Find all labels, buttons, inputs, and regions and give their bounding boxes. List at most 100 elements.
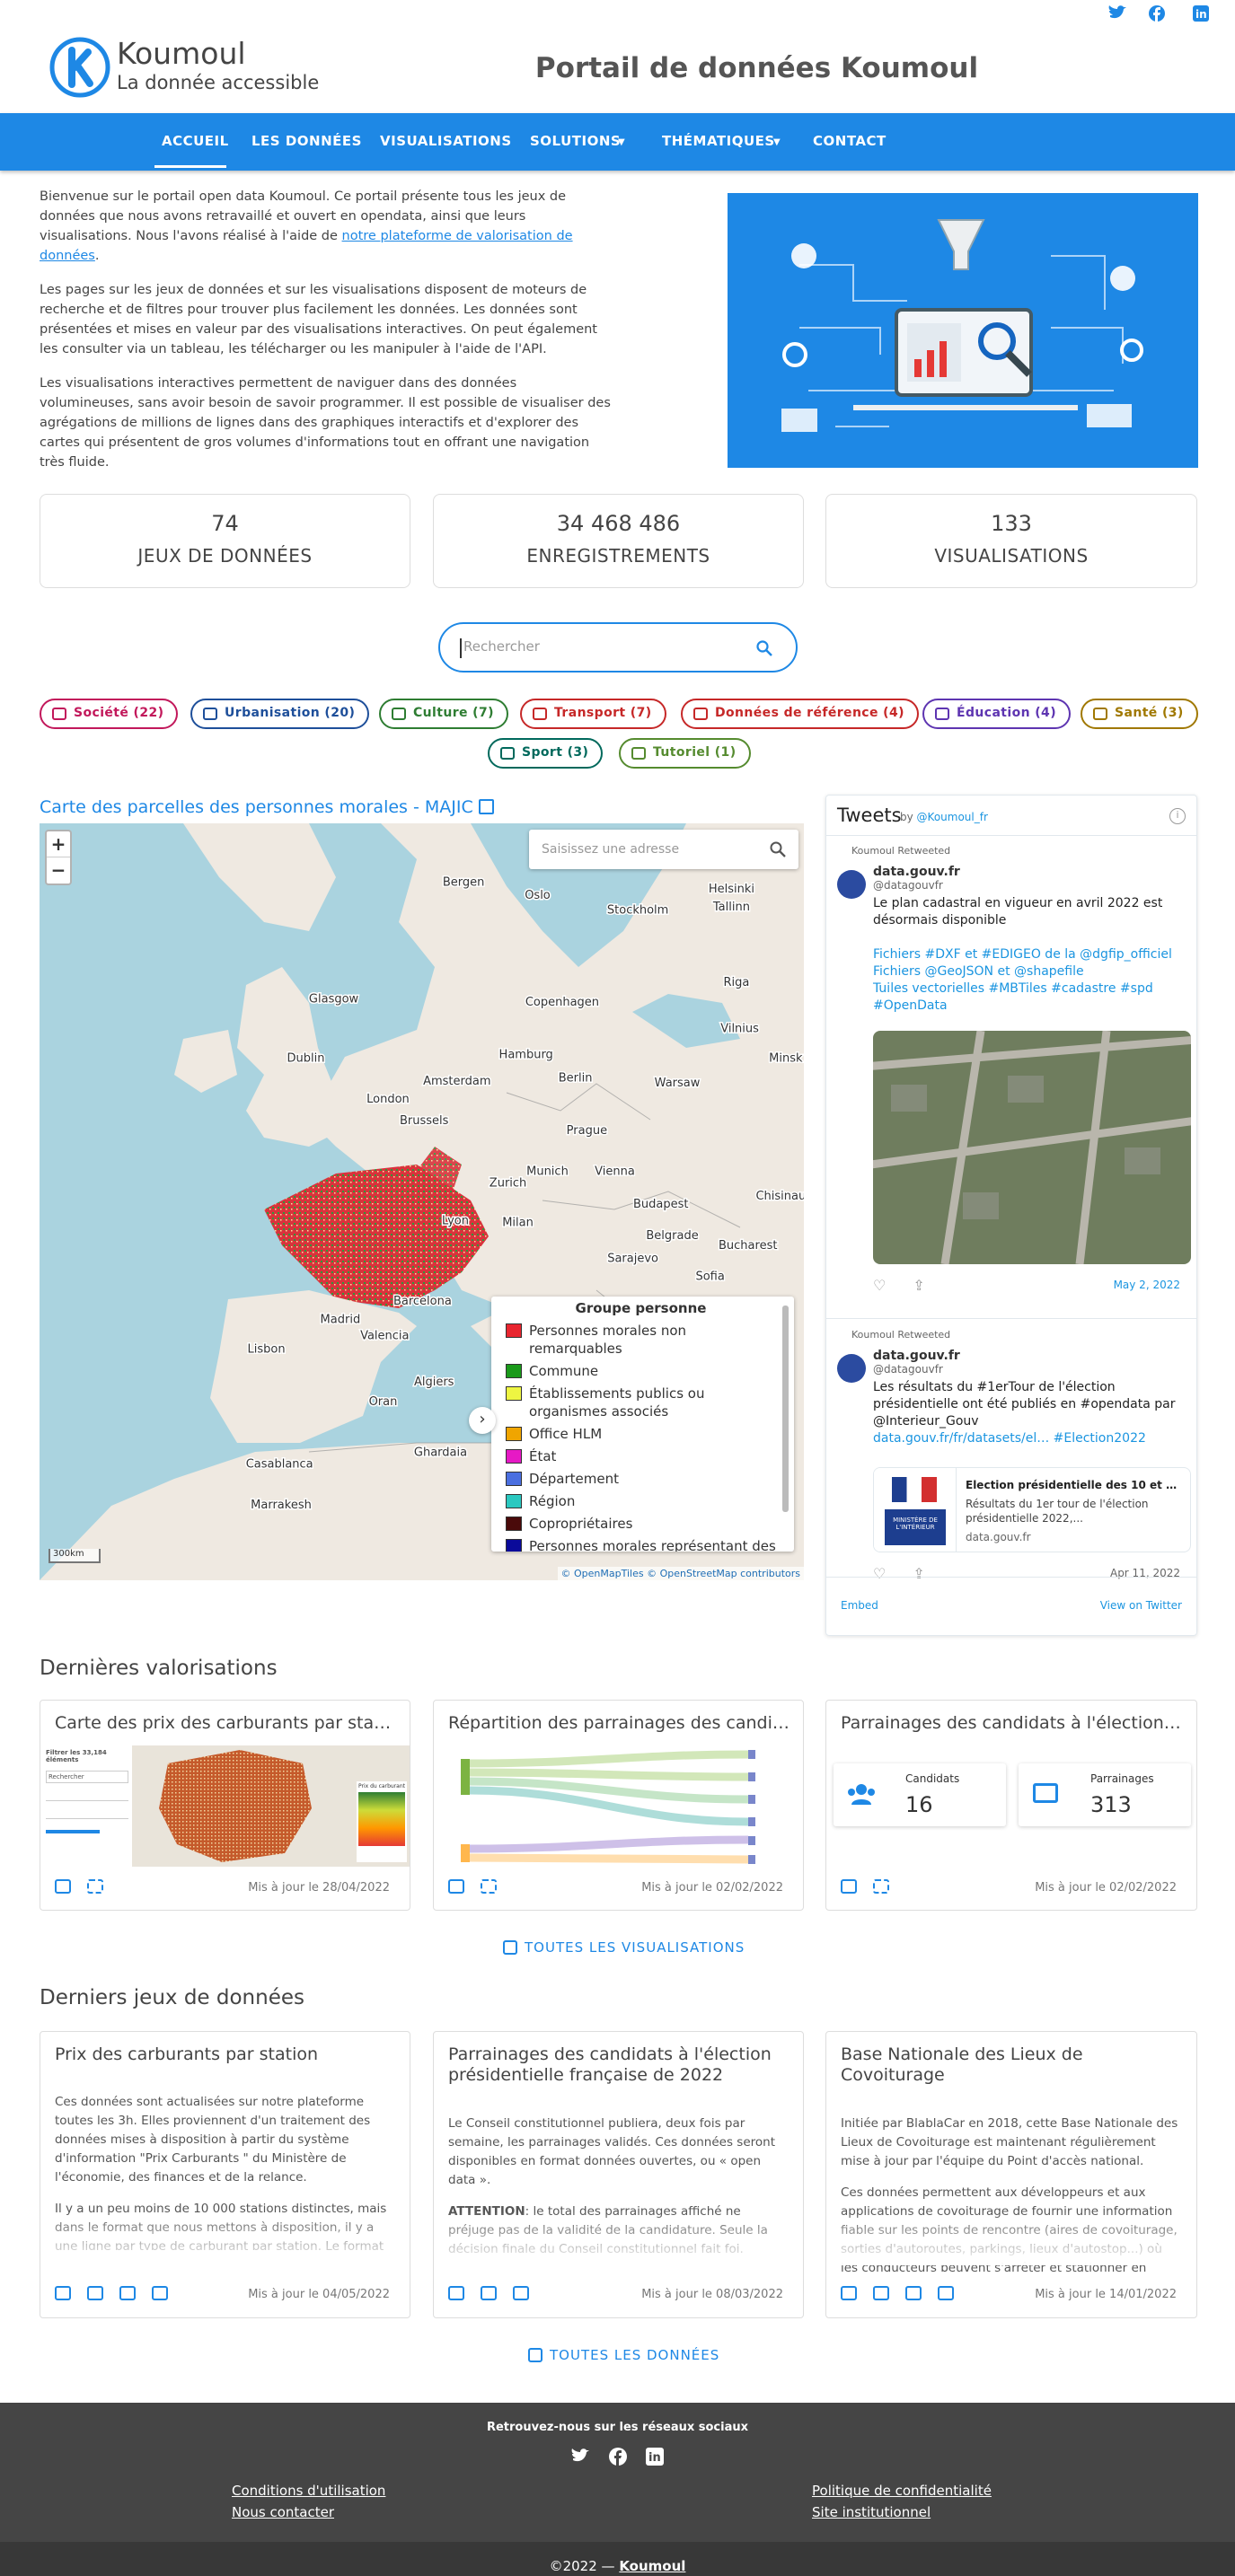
viz-card[interactable]: Répartition des parrainages des candi… M… xyxy=(433,1700,804,1911)
thumb-map xyxy=(159,1750,312,1862)
stat-card[interactable]: 74 JEUX DE DONNÉES xyxy=(40,494,410,588)
address-placeholder: Saisissez une adresse xyxy=(542,842,680,857)
tag-icon xyxy=(693,708,708,720)
nav-item[interactable]: SOLUTIONS xyxy=(530,133,622,149)
social-top: in xyxy=(1108,5,1209,22)
nav-item[interactable]: VISUALISATIONS xyxy=(380,133,512,149)
map-canvas[interactable]: Bergen Oslo Stockholm Helsinki Tallinn Riga Gl… xyxy=(40,823,804,1580)
map-attribution[interactable]: © OpenMapTiles © OpenStreetMap contribut… xyxy=(557,1567,804,1580)
map[interactable]: Bergen Oslo Stockholm Helsinki Tallinn Riga Gl… xyxy=(40,823,804,1580)
city-label: London xyxy=(366,1093,410,1106)
kpi-box: Candidats 16 xyxy=(834,1763,1006,1826)
stat-card[interactable]: 133 VISUALISATIONS xyxy=(825,494,1197,588)
linkedin-icon[interactable] xyxy=(646,2448,664,2466)
viz-card[interactable]: Parrainages des candidats à l'élection… … xyxy=(825,1700,1197,1911)
tw-embed[interactable]: Embed xyxy=(841,1599,878,1612)
tw-retweet: Koumoul Retweeted xyxy=(851,1329,951,1341)
tag[interactable]: Urbanisation (20) xyxy=(190,699,370,729)
tw-like[interactable]: ♡ xyxy=(873,1565,887,1582)
tweet[interactable]: Koumoul Retweeted data.gouv.fr @datagouv… xyxy=(837,845,1196,1295)
nav-item[interactable]: CONTACT xyxy=(813,133,887,149)
tag[interactable]: Culture (7) xyxy=(379,699,508,729)
tweet[interactable]: Koumoul Retweeted data.gouv.fr @datagouv… xyxy=(837,1329,1191,1583)
linkedin-icon[interactable] xyxy=(1193,5,1209,22)
dataset-action-icon[interactable] xyxy=(152,2286,168,2300)
twitter-icon[interactable] xyxy=(1108,5,1126,19)
dataset-action-icon[interactable] xyxy=(873,2286,889,2300)
dataset-action-icon[interactable] xyxy=(87,2286,103,2300)
map-title[interactable]: Carte des parcelles des personnes morale… xyxy=(40,797,494,817)
tag[interactable]: Transport (7) xyxy=(520,699,666,729)
tw-date[interactable]: Apr 11, 2022 xyxy=(1109,1567,1180,1579)
logo-name[interactable]: Koumoul xyxy=(117,36,246,71)
dataset-action-icon[interactable] xyxy=(938,2286,954,2300)
all-visualisations[interactable]: TOUTES LES VISUALISATIONS xyxy=(503,1939,745,1956)
search-placeholder: Rechercher xyxy=(463,638,540,655)
stat-card[interactable]: 34 468 486 ENREGISTREMENTS xyxy=(433,494,804,588)
tw-share[interactable]: ⇪ xyxy=(913,1277,925,1294)
intro-link[interactable]: notre plateforme de valorisation de donn… xyxy=(40,229,573,263)
footer-link[interactable]: Nous contacter xyxy=(232,2504,335,2520)
dataset-action-icon[interactable] xyxy=(905,2286,922,2300)
zoom-in[interactable]: + xyxy=(50,833,66,855)
copyright-brand[interactable]: Koumoul xyxy=(619,2558,686,2574)
footer-link[interactable]: Conditions d'utilisation xyxy=(232,2483,386,2499)
dataset-card[interactable]: Base Nationale des Lieux de Covoiturage I… xyxy=(825,2031,1197,2318)
city-label: Barcelona xyxy=(393,1295,452,1308)
dataset-card[interactable]: Prix des carburants par station Ces donné… xyxy=(40,2031,410,2318)
legend-label: Office HLM xyxy=(529,1426,603,1442)
zoom-out[interactable]: − xyxy=(47,857,70,883)
viz-icon[interactable] xyxy=(448,1879,464,1894)
legend-swatch xyxy=(506,1364,522,1378)
fullscreen-icon[interactable] xyxy=(481,1879,497,1894)
tw-like[interactable]: ♡ xyxy=(873,1277,887,1294)
intro-text: Bienvenue sur le portail open data Koumo… xyxy=(40,189,567,243)
tw-text: Les résultats du #1erTour de l'élection … xyxy=(873,1379,1187,1447)
viz-card[interactable]: Carte des prix des carburants par stat… … xyxy=(40,1700,410,1911)
city-label: Vienna xyxy=(595,1165,635,1179)
tw-view[interactable]: View on Twitter xyxy=(1099,1599,1182,1612)
dataset-card[interactable]: Parrainages des candidats à l'élection p… xyxy=(433,2031,804,2318)
footer-link[interactable]: Site institutionnel xyxy=(812,2504,931,2520)
tw-account[interactable]: @Koumoul_fr xyxy=(916,811,988,823)
dataset-action-icon[interactable] xyxy=(448,2286,464,2300)
fullscreen-icon[interactable] xyxy=(87,1879,103,1894)
tag[interactable]: Données de référence (4) xyxy=(681,699,919,729)
fade xyxy=(41,2211,409,2265)
all-datasets[interactable]: TOUTES LES DONNÉES xyxy=(528,2347,719,2363)
address-search-icon[interactable] xyxy=(770,841,786,857)
legend-toggle[interactable]: › xyxy=(469,1407,496,1434)
dataset-action-icon[interactable] xyxy=(55,2286,71,2300)
dataset-action-icon[interactable] xyxy=(481,2286,497,2300)
search-icon[interactable] xyxy=(756,640,772,656)
nav-item[interactable]: ACCUEIL xyxy=(162,133,229,149)
logo-mark[interactable] xyxy=(49,36,111,99)
address-search[interactable]: Saisissez une adresse xyxy=(529,830,798,869)
viz-date: Mis à jour le 02/02/2022 xyxy=(641,1881,783,1895)
tw-photo[interactable] xyxy=(863,1030,1196,1265)
nav-item[interactable]: LES DONNÉES xyxy=(251,133,362,149)
fullscreen-icon[interactable] xyxy=(873,1879,889,1894)
tw-card-image: MINISTÈRE DE L'INTÉRIEUR xyxy=(874,1468,957,1552)
viz-icon[interactable] xyxy=(841,1879,857,1894)
search-box[interactable]: Rechercher xyxy=(438,622,798,673)
tw-card[interactable]: MINISTÈRE DE L'INTÉRIEUR Election présid… xyxy=(873,1467,1191,1552)
tag[interactable]: Société (22) xyxy=(40,699,179,729)
tag[interactable]: Santé (3) xyxy=(1081,699,1198,729)
dataset-paragraph: Initiée par BlablaCar en 2018, cette Bas… xyxy=(841,2116,1178,2168)
dataset-action-icon[interactable] xyxy=(119,2286,136,2300)
viz-icon[interactable] xyxy=(55,1879,71,1894)
tw-date[interactable]: May 2, 2022 xyxy=(1113,1279,1180,1291)
dataset-action-icon[interactable] xyxy=(513,2286,529,2300)
tw-share[interactable]: ⇪ xyxy=(913,1565,925,1582)
footer-link[interactable]: Politique de confidentialité xyxy=(812,2483,992,2499)
nav-item[interactable]: THÉMATIQUES xyxy=(662,133,775,149)
tag[interactable]: Sport (3) xyxy=(488,738,604,769)
tw-info[interactable]: i xyxy=(1169,808,1186,824)
all-datasets-text: TOUTES LES DONNÉES xyxy=(550,2347,720,2363)
twitter-icon[interactable] xyxy=(571,2449,589,2462)
external-link-icon xyxy=(528,2348,543,2362)
tag[interactable]: Tutoriel (1) xyxy=(619,738,751,769)
dataset-action-icon[interactable] xyxy=(841,2286,857,2300)
tag[interactable]: Éducation (4) xyxy=(922,699,1071,729)
